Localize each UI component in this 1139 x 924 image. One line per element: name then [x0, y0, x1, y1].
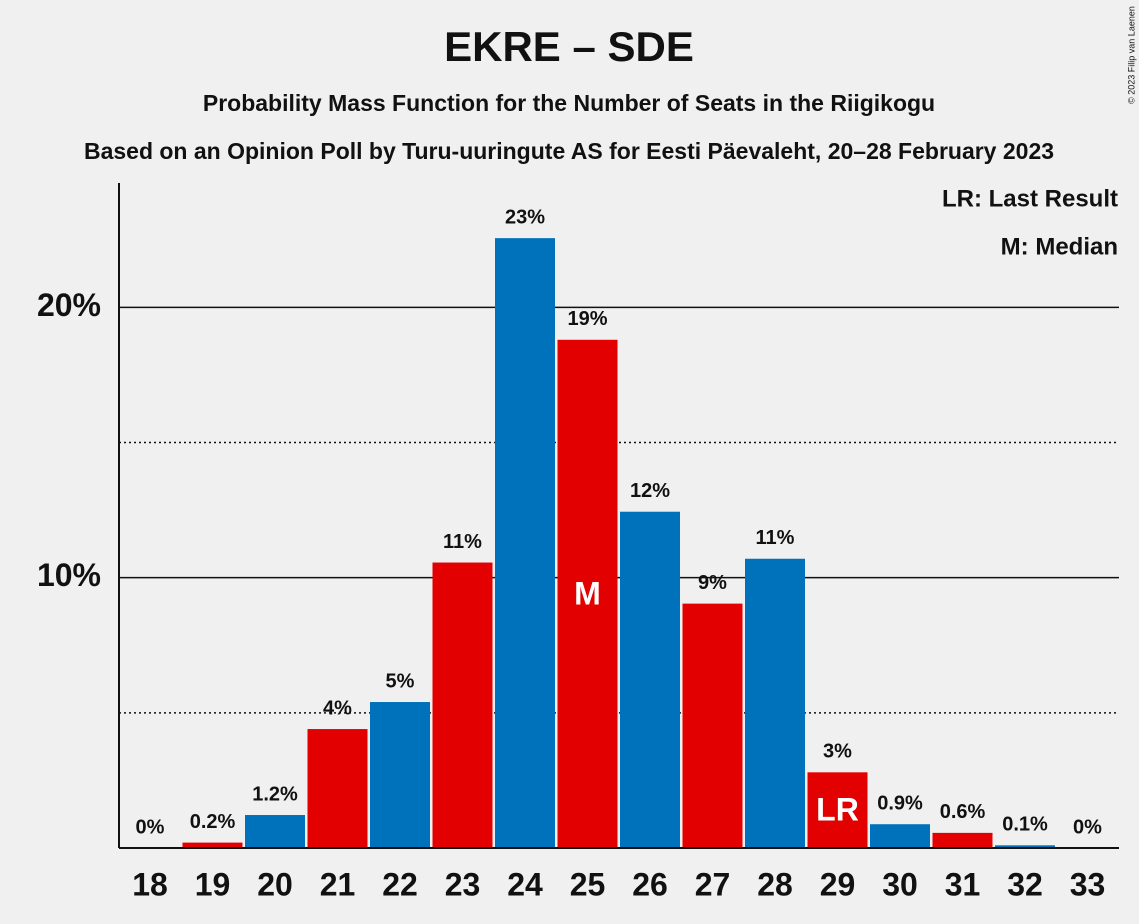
x-tick-label: 25 [570, 866, 606, 902]
x-tick-label: 27 [695, 866, 731, 902]
value-label: 11% [443, 531, 482, 553]
chart-subtitle: Probability Mass Function for the Number… [203, 90, 935, 116]
x-tick-label: 22 [382, 866, 418, 902]
legend-entry: LR: Last Result [942, 185, 1118, 212]
value-label: 3% [823, 741, 852, 763]
x-tick-label: 28 [757, 866, 793, 902]
x-tick-label: 20 [257, 866, 293, 902]
bar [682, 603, 743, 848]
x-tick-label: 33 [1070, 866, 1106, 902]
legend-entry: M: Median [1001, 233, 1118, 260]
x-tick-label: 30 [882, 866, 918, 902]
bar-marker: LR [816, 792, 859, 828]
x-tick-label: 26 [632, 866, 668, 902]
bar [745, 558, 805, 848]
value-label: 23% [505, 206, 545, 228]
bar [995, 845, 1055, 848]
bar [307, 729, 368, 848]
bar [932, 832, 993, 848]
value-label: 12% [630, 480, 670, 502]
bar [620, 511, 680, 848]
y-tick-label: 20% [37, 287, 101, 323]
x-tick-label: 24 [507, 866, 543, 902]
value-label: 0% [1073, 816, 1102, 838]
bar [870, 824, 930, 848]
value-label: 0% [136, 816, 165, 838]
copyright: © 2023 Filip van Laenen [1126, 6, 1136, 104]
value-label: 0.1% [1002, 814, 1048, 836]
bar [370, 702, 430, 848]
bar [245, 815, 305, 848]
chart-subtitle: Based on an Opinion Poll by Turu-uuringu… [84, 138, 1054, 164]
value-label: 9% [698, 572, 727, 594]
x-tick-label: 18 [132, 866, 168, 902]
x-tick-label: 23 [445, 866, 481, 902]
x-tick-label: 29 [820, 866, 856, 902]
x-tick-label: 19 [195, 866, 231, 902]
chart-title: EKRE – SDE [444, 23, 694, 70]
bar [182, 842, 243, 848]
value-label: 19% [567, 308, 607, 330]
value-label: 0.6% [940, 801, 986, 823]
value-label: 1.2% [252, 783, 298, 805]
bar [557, 339, 618, 848]
bar [807, 772, 868, 848]
value-label: 5% [386, 670, 415, 692]
bar [495, 238, 555, 848]
x-tick-label: 31 [945, 866, 981, 902]
value-label: 4% [323, 697, 352, 719]
y-tick-label: 10% [37, 557, 101, 593]
x-tick-label: 32 [1007, 866, 1043, 902]
value-label: 0.9% [877, 792, 923, 814]
bar-marker: M [574, 575, 601, 611]
bar [432, 562, 493, 848]
value-label: 0.2% [190, 811, 236, 833]
x-tick-label: 21 [320, 866, 356, 902]
value-label: 11% [756, 527, 795, 549]
